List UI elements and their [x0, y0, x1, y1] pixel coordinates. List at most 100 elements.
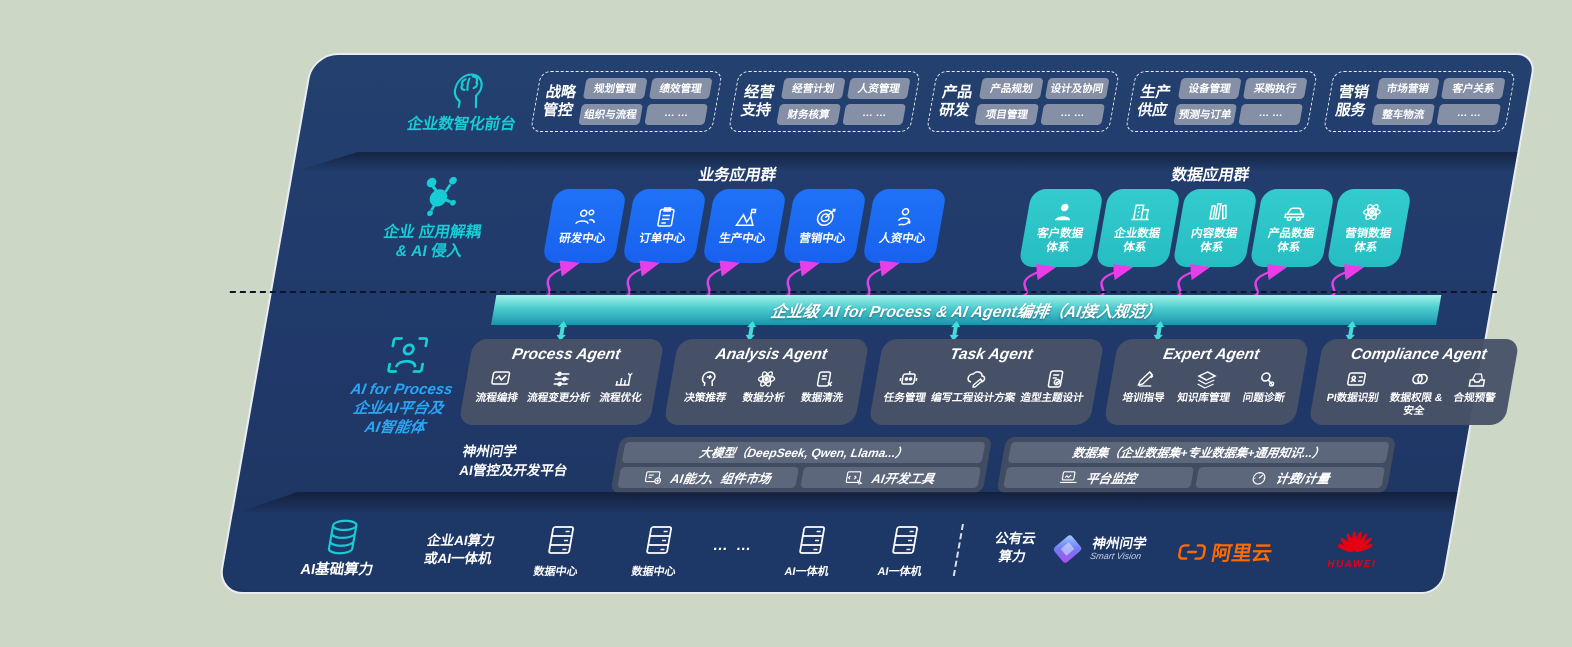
agent-title: Compliance Agent [1349, 346, 1489, 363]
agent-item: 编写工程设计方案 [930, 369, 1020, 405]
flow-monitor-icon [490, 371, 510, 385]
id-card-icon [1346, 372, 1366, 386]
layer-divider [293, 152, 1518, 172]
double-arrow-icon [556, 321, 568, 341]
atom-icon [1362, 204, 1381, 221]
front-chip: 人资管理 [846, 78, 911, 99]
agent-boxes: Process Agent 流程编排 流程变更分析 流程优化 Analysis … [458, 339, 1520, 426]
front-chip: 设计及协同 [1044, 78, 1110, 99]
diagnose-icon [1260, 372, 1274, 387]
vertical-dashed-divider [952, 524, 964, 576]
server-icon [799, 526, 826, 554]
agent-item: 流程优化 [598, 369, 646, 405]
data-app-boxes: 客户数据 体系 企业数据 体系 内容数据 体系 产品数据 体系 营销数据 体系 [1018, 189, 1413, 267]
platform-title: 神州问学 AI管控及开发平台 [458, 444, 569, 478]
tablet-check-icon [1047, 370, 1064, 388]
robot-grid-icon [899, 371, 918, 385]
agent-item: 数据权限 & 安全 [1386, 369, 1447, 417]
front-chip: 财务核算 [776, 104, 841, 125]
smartvision-diamond-icon [1053, 535, 1082, 563]
app-box-marketing-center: 营销中心 [781, 189, 868, 263]
cloud-pen-icon [967, 371, 986, 388]
front-group-operation: 经营 支持 经营计划 人资管理 财务核算 … … [728, 71, 922, 132]
link-circles-icon [1412, 373, 1428, 385]
ellipsis: … … [711, 537, 755, 554]
front-group-title: 营销 服务 [1334, 84, 1371, 119]
agent-title: Analysis Agent [714, 346, 829, 363]
node-datacenter-1: 数据中心 [519, 525, 599, 579]
server-icon [646, 526, 673, 554]
dev-tools-icon [845, 471, 863, 485]
front-chip: 采购执行 [1243, 78, 1308, 99]
node-datacenter-2: 数据中心 [617, 525, 697, 579]
data-box-marketing: 营销数据 体系 [1326, 189, 1413, 267]
front-chip: 设备管理 [1177, 78, 1242, 99]
agent-item: 问题诊断 [1242, 369, 1290, 405]
compute-layer-label: AI基础算力 [279, 517, 402, 579]
front-chip: 组织与流程 [578, 104, 643, 125]
front-chip: 市场营销 [1375, 78, 1441, 99]
decouple-title-line1: 企业 应用解耦 [382, 224, 483, 241]
front-group-title: 生产 供应 [1136, 84, 1173, 119]
front-group-title: 战略 管控 [541, 84, 578, 119]
platform-dataset-box: 数据集（企业数据集+专业数据集+通用知识...） 平台监控 计费/计量 [996, 437, 1397, 493]
front-chip: 项目管理 [974, 104, 1040, 125]
front-layer-label: 企业数智化前台 [370, 65, 562, 134]
agent-task: Task Agent 任务管理 编写工程设计方案 造型主题设计 [868, 339, 1105, 426]
layer-divider [233, 492, 1458, 514]
app-box-hr-center: 人资中心 [861, 189, 948, 263]
brain-head-icon [453, 73, 483, 109]
agent-expert: Expert Agent 培训指导 知识库管理 问题诊断 [1103, 339, 1310, 426]
band-title: 企业级 AI for Process & AI Agent编排（AI接入规范） [769, 304, 1163, 321]
factory-icon [735, 208, 757, 227]
agent-title: Process Agent [510, 346, 622, 363]
agent-item: 合规预警 [1452, 369, 1500, 405]
app-box-order-center: 订单中心 [621, 189, 708, 263]
front-group-product: 产品 研发 产品规划 设计及协同 项目管理 … … [926, 71, 1120, 132]
optimize-icon [615, 372, 634, 386]
platform-models-box: 大模型（DeepSeek, Qwen, Llama...） AI能力、组件市场 … [610, 437, 993, 493]
huawei-flower-icon [1335, 531, 1375, 553]
front-chip: … … [1238, 104, 1303, 125]
double-arrow-icon [1345, 321, 1357, 341]
inbox-alert-icon [1468, 373, 1486, 387]
huawei-logo: HUAWEI [1309, 526, 1401, 570]
front-chip: 客户关系 [1441, 78, 1506, 99]
front-group-supply: 生产 供应 设备管理 采购执行 预测与订单 … … [1124, 71, 1318, 132]
smartvision-logo: 神州问学 Smart Vision [1048, 532, 1180, 566]
car-icon [1284, 207, 1305, 222]
front-group-title: 经营 支持 [739, 84, 776, 119]
double-arrow-icon [1153, 321, 1165, 341]
node-aibox-2: AI一体机 [863, 525, 943, 579]
sliders-icon [553, 371, 571, 387]
books-icon [1209, 203, 1227, 220]
front-group-title: 产品 研发 [937, 84, 974, 119]
person-growth-icon [897, 208, 911, 226]
agent-item: 流程编排 [475, 369, 523, 405]
database-icon [327, 519, 358, 555]
compute-layer: AI基础算力 企业AI算力 或AI一体机 数据中心 数据中心 … … AI一体机 … [219, 512, 1455, 590]
decouple-layer-label: 企业 应用解耦 & AI 侵入 [329, 173, 541, 262]
billing-chip: 计费/计量 [1194, 467, 1386, 488]
models-chip: 大模型（DeepSeek, Qwen, Llama...） [621, 442, 986, 463]
front-group-marketing: 营销 服务 市场营销 客户关系 整车物流 … … [1322, 71, 1516, 132]
node-aibox-1: AI一体机 [770, 525, 850, 579]
aifp-layer-label: AI for Process 企业AI平台及 AI智能体 [300, 333, 504, 437]
front-chip: 经营计划 [781, 78, 846, 99]
data-box-enterprise: 企业数据 体系 [1095, 189, 1182, 267]
molecule-icon [426, 176, 457, 217]
app-box-production-center: 生产中心 [701, 189, 788, 263]
agent-item: 任务管理 [883, 369, 931, 405]
scan-person-icon [387, 337, 429, 373]
ai-orchestration-band: 企业级 AI for Process & AI Agent编排（AI接入规范） [491, 295, 1442, 325]
building-icon [1131, 204, 1149, 221]
agent-item: 造型主题设计 [1019, 369, 1088, 405]
agent-item: 数据分析 [741, 369, 789, 405]
clipboard-icon [657, 207, 675, 227]
front-layer-title: 企业数智化前台 [405, 116, 518, 133]
front-chip: 规划管理 [582, 78, 648, 99]
agent-compliance: Compliance Agent PI数据识别 数据权限 & 安全 合规预警 [1308, 339, 1520, 426]
front-groups: 战略 管控 规划管理 绩效管理 组织与流程 … … 经营 支持 经营计划 人资管理 … [530, 71, 1516, 132]
alicloud-bracket-icon [1178, 543, 1207, 560]
agent-item: 培训指导 [1121, 369, 1169, 405]
